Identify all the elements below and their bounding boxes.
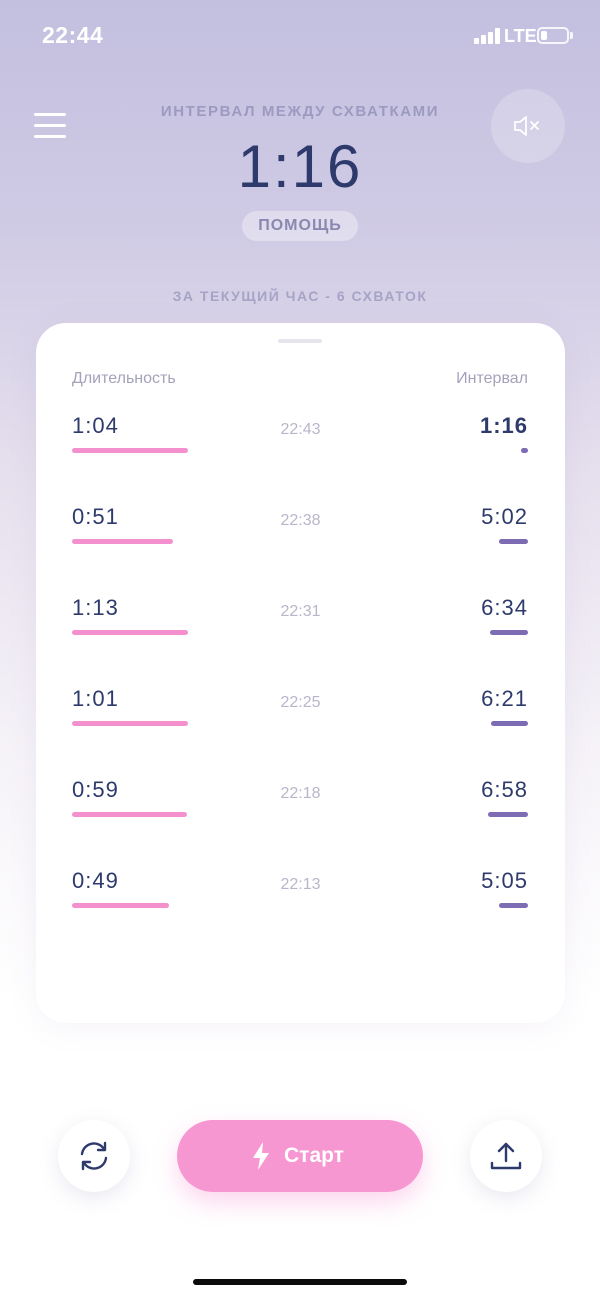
interval-bar xyxy=(499,903,528,908)
home-indicator[interactable] xyxy=(193,1279,407,1285)
interval-label: ИНТЕРВАЛ МЕЖДУ СХВАТКАМИ xyxy=(160,103,440,120)
start-time: 22:13 xyxy=(280,876,321,893)
duration-bar xyxy=(72,539,173,544)
duration-bar xyxy=(72,812,187,817)
status-bar: 22:44 LTE xyxy=(0,0,600,72)
status-time: 22:44 xyxy=(42,22,104,48)
refresh-icon xyxy=(80,1141,108,1171)
share-upload-icon xyxy=(490,1142,522,1170)
lightning-bolt-icon xyxy=(253,1142,269,1170)
start-time: 22:25 xyxy=(280,694,321,711)
start-time: 22:18 xyxy=(280,785,321,802)
reset-button[interactable] xyxy=(58,1120,130,1192)
duration-value: 0:59 xyxy=(72,777,119,802)
table-row[interactable]: 1:04 22:43 1:16 xyxy=(36,413,565,473)
battery-tip xyxy=(570,32,573,39)
start-label: Старт xyxy=(284,1144,344,1167)
hamburger-menu-icon[interactable] xyxy=(34,110,70,140)
contractions-card: Длительность Интервал 1:04 22:43 1:16 0:… xyxy=(36,323,565,1023)
interval-bar xyxy=(499,539,528,544)
duration-value: 0:51 xyxy=(72,504,119,529)
interval-value-cell: 5:02 xyxy=(481,504,528,529)
table-row[interactable]: 0:51 22:38 5:02 xyxy=(36,504,565,564)
interval-bar xyxy=(491,721,528,726)
duration-bar xyxy=(72,903,169,908)
start-time: 22:38 xyxy=(280,512,321,529)
signal-icon xyxy=(474,28,500,44)
interval-value-cell: 1:16 xyxy=(479,413,528,438)
duration-value: 1:01 xyxy=(72,686,119,711)
duration-value: 0:49 xyxy=(72,868,119,893)
interval-value-cell: 5:05 xyxy=(481,868,528,893)
share-button[interactable] xyxy=(470,1120,542,1192)
hour-summary: ЗА ТЕКУЩИЙ ЧАС - 6 СХВАТОК xyxy=(172,288,428,304)
table-row[interactable]: 1:01 22:25 6:21 xyxy=(36,686,565,746)
interval-bar xyxy=(521,448,528,453)
interval-value-cell: 6:21 xyxy=(481,686,528,711)
network-type: LTE xyxy=(504,26,537,46)
duration-bar xyxy=(72,630,188,635)
drag-handle[interactable] xyxy=(278,339,322,343)
interval-value: 1:16 xyxy=(237,133,363,200)
table-row[interactable]: 0:59 22:18 6:58 xyxy=(36,777,565,837)
duration-bar xyxy=(72,721,188,726)
interval-bar xyxy=(488,812,528,817)
battery-icon xyxy=(537,27,569,44)
interval-value-cell: 6:58 xyxy=(481,777,528,802)
column-header-interval: Интервал xyxy=(456,370,528,387)
column-header-duration: Длительность xyxy=(72,370,176,387)
duration-value: 1:13 xyxy=(72,595,119,620)
interval-bar xyxy=(490,630,528,635)
start-time: 22:31 xyxy=(280,603,321,620)
mute-button[interactable] xyxy=(491,89,565,163)
help-button[interactable]: ПОМОЩЬ xyxy=(242,211,358,241)
speaker-muted-icon xyxy=(514,116,539,136)
table-row[interactable]: 0:49 22:13 5:05 xyxy=(36,868,565,928)
start-time: 22:43 xyxy=(280,421,321,438)
duration-bar xyxy=(72,448,188,453)
table-row[interactable]: 1:13 22:31 6:34 xyxy=(36,595,565,655)
interval-value-cell: 6:34 xyxy=(481,595,528,620)
duration-value: 1:04 xyxy=(72,413,119,438)
start-button[interactable]: Старт xyxy=(177,1120,423,1192)
